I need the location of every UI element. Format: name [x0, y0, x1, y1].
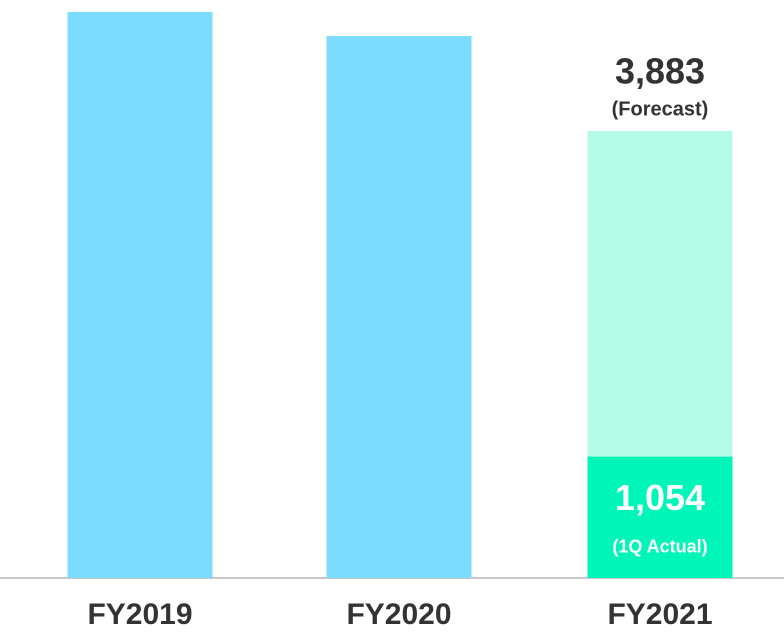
value-label: 3,883: [615, 51, 705, 92]
bar: [326, 36, 472, 579]
x-tick-label: FY2021: [607, 598, 712, 631]
value-label: 1,054: [615, 477, 705, 518]
value-note: (Forecast): [612, 98, 709, 120]
bar: [587, 456, 733, 578]
x-tick-label: FY2019: [87, 598, 192, 631]
value-note: (1Q Actual): [612, 536, 707, 556]
x-tick-label: FY2020: [346, 598, 451, 631]
bar: [67, 11, 213, 579]
